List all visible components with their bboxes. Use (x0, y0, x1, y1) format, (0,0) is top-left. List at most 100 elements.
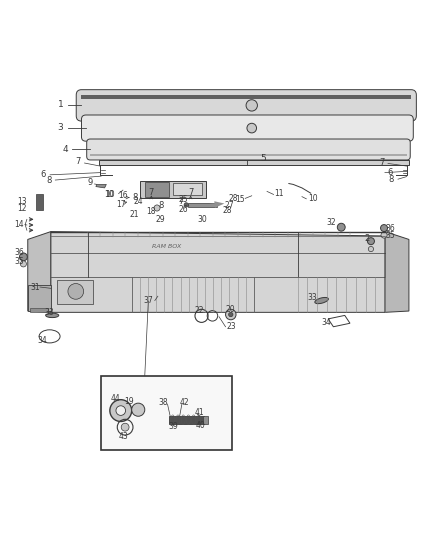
Text: 12: 12 (18, 204, 27, 213)
Text: 7: 7 (148, 188, 154, 197)
Text: 34: 34 (321, 318, 331, 327)
Polygon shape (51, 231, 385, 312)
Text: 2: 2 (365, 233, 370, 243)
Text: 11: 11 (275, 189, 284, 198)
Text: RAM BOX: RAM BOX (152, 244, 181, 249)
Text: 24: 24 (134, 197, 143, 206)
Bar (57, 280, 93, 304)
Text: 26: 26 (178, 205, 188, 214)
FancyBboxPatch shape (81, 115, 413, 141)
Text: 10: 10 (105, 190, 115, 199)
Text: 20: 20 (225, 305, 235, 314)
Text: 14: 14 (14, 220, 24, 229)
Text: 28: 28 (223, 206, 233, 215)
Text: 32: 32 (326, 219, 336, 228)
Text: 15: 15 (235, 195, 245, 204)
Text: 40: 40 (196, 422, 205, 430)
Text: 41: 41 (194, 408, 204, 417)
Text: 39: 39 (168, 422, 178, 431)
Text: 19: 19 (125, 397, 134, 406)
Bar (99, 160, 409, 165)
Text: 3: 3 (58, 123, 64, 132)
Text: 17: 17 (116, 200, 126, 209)
Text: 30: 30 (198, 215, 207, 224)
Text: 1: 1 (58, 100, 64, 109)
Text: 7: 7 (178, 197, 183, 206)
Bar (30, 308, 48, 312)
Circle shape (247, 123, 257, 133)
Text: 33: 33 (307, 293, 317, 302)
Bar (28, 285, 51, 311)
FancyArrow shape (206, 201, 224, 208)
Text: 18: 18 (147, 207, 156, 216)
Text: 10: 10 (308, 195, 318, 203)
Text: 31: 31 (30, 282, 39, 292)
Text: 10: 10 (104, 190, 114, 199)
Bar (90, 154, 407, 157)
Text: 8: 8 (389, 175, 394, 184)
Bar (145, 182, 169, 197)
Text: 38: 38 (158, 398, 168, 407)
Text: 23: 23 (226, 322, 236, 331)
Polygon shape (96, 184, 106, 188)
Text: 6: 6 (41, 171, 46, 179)
Bar (173, 183, 201, 195)
Text: 8: 8 (158, 201, 164, 210)
Text: 36: 36 (14, 248, 24, 257)
Text: 5: 5 (260, 154, 265, 163)
Bar (36, 195, 42, 210)
Text: 16: 16 (118, 191, 128, 200)
Circle shape (184, 203, 188, 207)
Text: 27: 27 (224, 201, 234, 210)
Text: 29: 29 (155, 215, 165, 224)
Text: 34: 34 (37, 336, 47, 345)
Bar (101, 376, 232, 450)
Circle shape (226, 309, 236, 320)
Text: 35: 35 (386, 231, 396, 240)
Bar (169, 416, 204, 424)
Circle shape (68, 284, 84, 299)
Text: 42: 42 (179, 398, 189, 407)
Circle shape (19, 253, 27, 261)
Text: 8: 8 (46, 175, 51, 184)
Text: 7: 7 (76, 157, 81, 166)
Bar (203, 416, 208, 424)
Circle shape (367, 238, 374, 245)
Text: 35: 35 (14, 257, 24, 266)
Text: 44: 44 (110, 394, 120, 403)
Text: 43: 43 (119, 432, 129, 441)
Circle shape (121, 423, 129, 431)
Circle shape (110, 400, 132, 422)
FancyBboxPatch shape (76, 90, 417, 121)
Circle shape (246, 100, 258, 111)
Text: 33: 33 (45, 308, 54, 317)
Text: 28: 28 (229, 195, 238, 203)
Circle shape (229, 312, 233, 317)
Circle shape (116, 406, 126, 415)
Text: 9: 9 (88, 178, 93, 187)
Bar (188, 203, 217, 207)
Circle shape (337, 223, 345, 231)
Polygon shape (385, 231, 409, 312)
FancyBboxPatch shape (87, 139, 410, 160)
Text: 7: 7 (379, 158, 385, 167)
Bar (141, 181, 206, 198)
Circle shape (381, 224, 388, 231)
Text: 6: 6 (388, 168, 393, 177)
Ellipse shape (46, 313, 59, 318)
Text: 37: 37 (143, 296, 153, 305)
Circle shape (368, 246, 374, 252)
Circle shape (20, 261, 26, 267)
Text: 25: 25 (178, 195, 188, 204)
Text: 4: 4 (63, 145, 68, 154)
Text: 7: 7 (188, 188, 193, 197)
Ellipse shape (315, 297, 328, 304)
Circle shape (132, 403, 145, 416)
Circle shape (154, 205, 160, 211)
Text: 13: 13 (17, 197, 27, 206)
Polygon shape (28, 231, 51, 312)
Circle shape (381, 232, 387, 238)
Bar (81, 95, 411, 99)
Text: 36: 36 (386, 223, 396, 232)
Text: 8: 8 (132, 193, 138, 202)
